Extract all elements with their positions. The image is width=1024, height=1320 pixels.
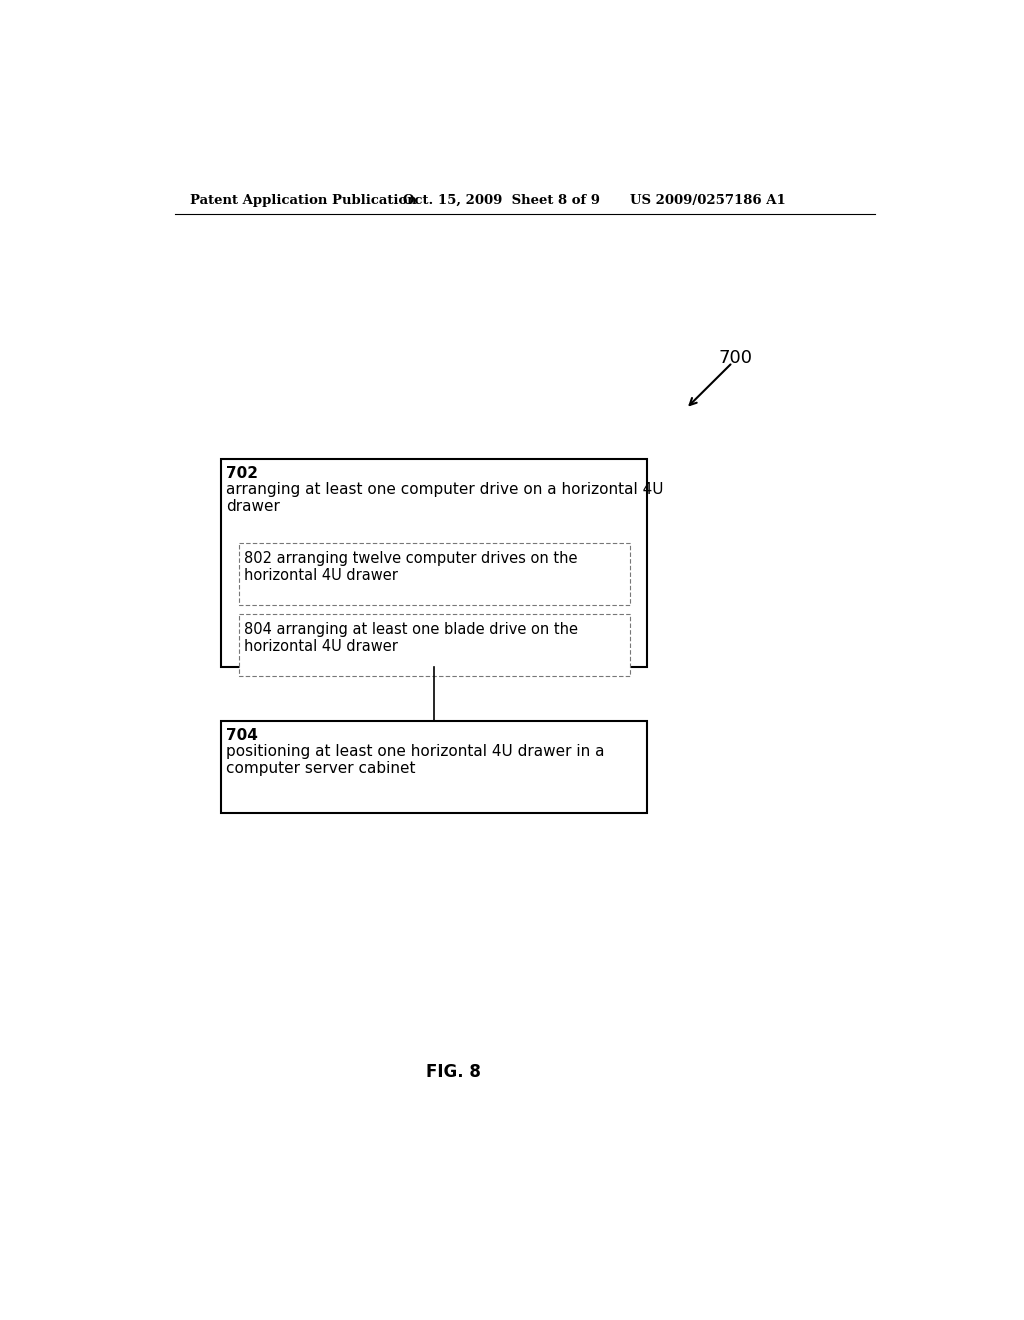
Text: 802 arranging twelve computer drives on the
horizontal 4U drawer: 802 arranging twelve computer drives on … (245, 552, 578, 583)
Bar (221, 459, 647, 667)
Text: Patent Application Publication: Patent Application Publication (190, 194, 417, 207)
Text: 804 arranging at least one blade drive on the
horizontal 4U drawer: 804 arranging at least one blade drive o… (245, 622, 579, 655)
Bar (239, 614, 630, 676)
Text: arranging at least one computer drive on a horizontal 4U
drawer: arranging at least one computer drive on… (226, 482, 664, 515)
Text: 704: 704 (226, 729, 258, 743)
Bar (239, 544, 630, 605)
Text: US 2009/0257186 A1: US 2009/0257186 A1 (630, 194, 786, 207)
Text: 702: 702 (226, 466, 258, 482)
Text: 700: 700 (719, 350, 753, 367)
Text: FIG. 8: FIG. 8 (426, 1063, 481, 1081)
Bar (221, 721, 647, 813)
Text: positioning at least one horizontal 4U drawer in a
computer server cabinet: positioning at least one horizontal 4U d… (226, 743, 605, 776)
Text: Oct. 15, 2009  Sheet 8 of 9: Oct. 15, 2009 Sheet 8 of 9 (403, 194, 600, 207)
